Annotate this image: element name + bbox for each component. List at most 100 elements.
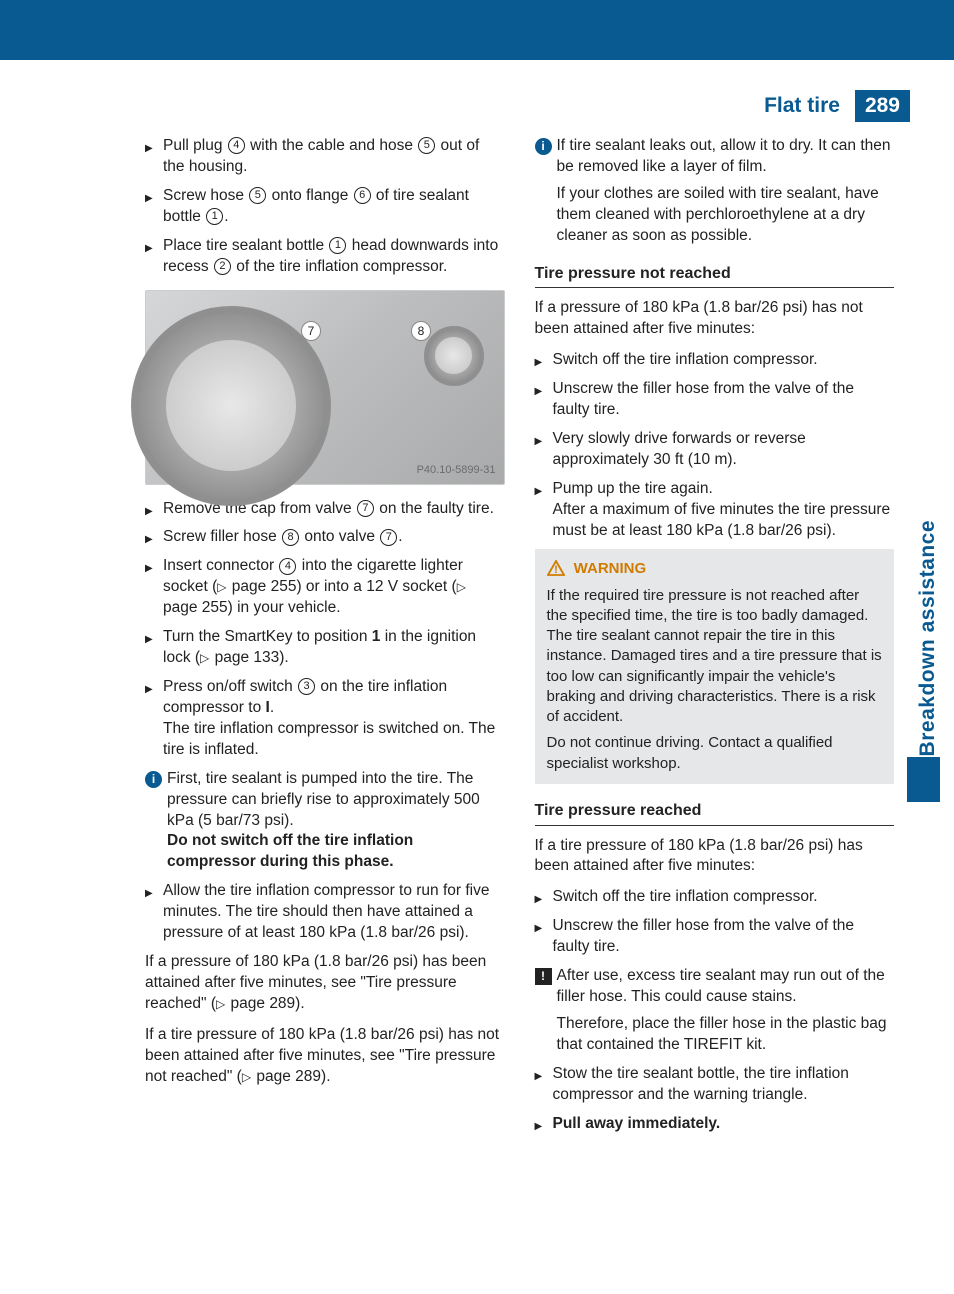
info-text: If tire sealant leaks out, allow it to d… [557,137,891,175]
caution-note: ! After use, excess tire sealant may run… [535,966,895,1056]
step: Place tire sealant bottle 1 head downwar… [145,236,505,278]
step-text: Allow the tire inflation compressor to r… [163,881,505,944]
step-text: Very slowly drive forwards or reverse ap… [553,429,895,471]
step-text: Switch off the tire inflation compressor… [553,887,895,908]
right-column: i If tire sealant leaks out, allow it to… [535,136,895,1143]
section-tab-label: Breakdown assistance [916,520,940,756]
step: Switch off the tire inflation compressor… [535,887,895,908]
step: Pump up the tire again. After a maximum … [535,479,895,542]
ref-circle: 4 [228,137,245,154]
exclamation-icon: ! [535,966,557,1056]
ref-circle: 4 [279,558,296,575]
step: Remove the cap from valve 7 on the fault… [145,499,505,520]
step-text: Stow the tire sealant bottle, the tire i… [553,1064,895,1106]
step-text: Unscrew the filler hose from the valve o… [553,916,895,958]
ref-circle: 1 [329,237,346,254]
step: Insert connector 4 into the cigarette li… [145,556,505,619]
caution-text: Therefore, place the filler hose in the … [557,1015,887,1053]
callout-7: 7 [301,321,321,341]
bullet-icon [145,236,163,278]
page-ref-icon [242,1068,252,1085]
paragraph: If a tire pressure of 180 kPa (1.8 bar/2… [535,836,895,878]
step: Screw hose 5 onto flange 6 of tire seala… [145,186,505,228]
step-text: Pull plug 4 with the cable and hose 5 ou… [163,136,505,178]
ref-circle: 2 [214,258,231,275]
figure-caption: P40.10-5899-31 [417,463,496,478]
bullet-icon [535,1064,553,1106]
page: Flat tire 289 Breakdown assistance Pull … [0,0,954,1294]
page-ref-icon [457,578,467,595]
info-text: First, tire sealant is pumped into the t… [167,770,480,829]
section-tab-block [907,757,940,802]
bullet-icon [535,1114,553,1135]
ref-circle: 7 [357,500,374,517]
warning-text: If the required tire pressure is not rea… [547,586,883,728]
bullet-icon [145,627,163,669]
ref-circle: 3 [298,678,315,695]
ref-circle: 5 [418,137,435,154]
info-note: i First, tire sealant is pumped into the… [145,769,505,874]
page-header: Flat tire 289 [0,90,910,122]
info-text: If your clothes are soiled with tire sea… [557,185,879,244]
step: Allow the tire inflation compressor to r… [145,881,505,944]
content: Pull plug 4 with the cable and hose 5 ou… [0,136,954,1183]
bullet-icon [535,479,553,542]
step-text: Pump up the tire again. After a maximum … [553,479,895,542]
bullet-icon [145,527,163,548]
step: Turn the SmartKey to position 1 in the i… [145,627,505,669]
step-text: Turn the SmartKey to position 1 in the i… [163,627,505,669]
step-text: Screw hose 5 onto flange 6 of tire seala… [163,186,505,228]
ref-circle: 6 [354,187,371,204]
step-text: Place tire sealant bottle 1 head downwar… [163,236,505,278]
page-ref-icon [200,649,210,666]
paragraph: If a tire pressure of 180 kPa (1.8 bar/2… [145,1025,505,1088]
warning-icon: ! [547,560,565,576]
info-icon: i [145,769,167,874]
ref-circle: 7 [380,529,397,546]
bullet-icon [535,379,553,421]
page-ref-icon [216,995,226,1012]
bullet-icon [145,556,163,619]
step-text: Pull away immediately. [553,1114,895,1135]
warning-box: ! WARNING If the required tire pressure … [535,549,895,784]
step: Press on/off switch 3 on the tire inflat… [145,677,505,761]
callout-8: 8 [411,321,431,341]
step: Screw filler hose 8 onto valve 7. [145,527,505,548]
figure-tire-valve: 7 8 P40.10-5899-31 [145,290,505,485]
step-text: Screw filler hose 8 onto valve 7. [163,527,505,548]
bullet-icon [535,916,553,958]
info-note: i If tire sealant leaks out, allow it to… [535,136,895,247]
ref-circle: 1 [206,208,223,225]
step: Pull plug 4 with the cable and hose 5 ou… [145,136,505,178]
svg-text:!: ! [554,564,558,576]
caution-text: After use, excess tire sealant may run o… [557,967,885,1005]
compressor-graphic [424,326,484,386]
header-title: Flat tire [764,94,840,118]
bullet-icon [535,887,553,908]
wheel-graphic [131,306,331,506]
step: Switch off the tire inflation compressor… [535,350,895,371]
step-text: Insert connector 4 into the cigarette li… [163,556,505,619]
info-icon: i [535,136,557,247]
ref-circle: 8 [282,529,299,546]
step-text: Switch off the tire inflation compressor… [553,350,895,371]
step: Unscrew the filler hose from the valve o… [535,916,895,958]
bullet-icon [535,350,553,371]
subheading: Tire pressure not reached [535,263,895,289]
warning-text: Do not continue driving. Contact a quali… [547,733,883,774]
page-ref-icon [217,578,227,595]
bullet-icon [145,186,163,228]
step: Very slowly drive forwards or reverse ap… [535,429,895,471]
bullet-icon [145,881,163,944]
step: Unscrew the filler hose from the valve o… [535,379,895,421]
warning-heading: ! WARNING [547,559,883,579]
bullet-icon [535,429,553,471]
paragraph: If a pressure of 180 kPa (1.8 bar/26 psi… [145,952,505,1015]
step: Pull away immediately. [535,1114,895,1135]
info-bold: Do not switch off the tire inflation com… [167,832,413,870]
left-column: Pull plug 4 with the cable and hose 5 ou… [145,136,505,1143]
ref-circle: 5 [249,187,266,204]
step: Stow the tire sealant bottle, the tire i… [535,1064,895,1106]
step-text: Unscrew the filler hose from the valve o… [553,379,895,421]
page-number: 289 [855,90,910,122]
